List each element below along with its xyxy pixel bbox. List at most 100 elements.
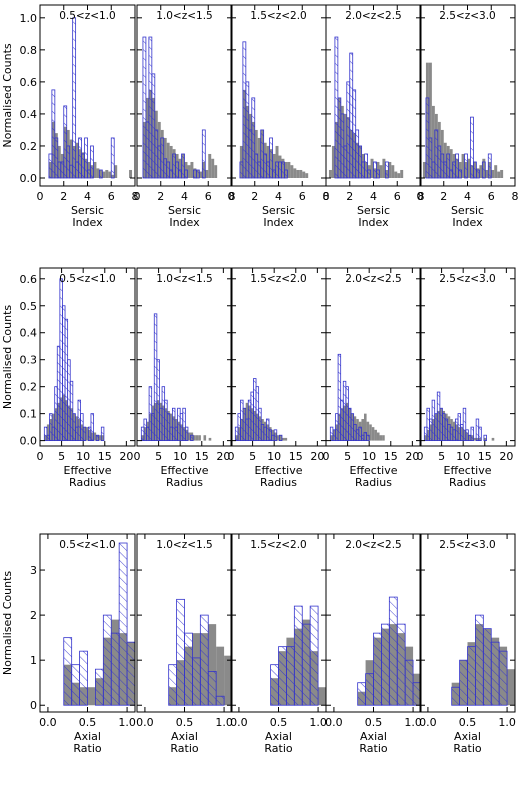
blue-bar [443, 161, 448, 179]
blue-bar [352, 89, 357, 179]
blue-bar [154, 129, 159, 179]
x-tick-label: 2 [346, 190, 353, 203]
blue-bar [437, 145, 442, 179]
grey-bar [494, 165, 498, 178]
x-axis-title: Effective [161, 464, 209, 477]
x-tick-label: 8 [418, 190, 425, 203]
x-axis-title: Effective [350, 464, 398, 477]
blue-bar [63, 105, 68, 179]
blue-bar [199, 614, 209, 706]
panel-label: 1.5<z<2.0 [250, 273, 307, 285]
blue-bar [60, 161, 65, 179]
grey-bar [199, 171, 203, 178]
grey-bar [195, 435, 199, 441]
blue-bar [69, 380, 74, 442]
grey-bar [461, 153, 465, 178]
grey-bar [369, 424, 372, 441]
grey-bar [198, 435, 201, 441]
blue-bar [475, 614, 484, 706]
x-tick-label: 10 [267, 450, 281, 463]
grey-bar [299, 169, 303, 178]
blue-bar [470, 426, 474, 442]
x-tick-label: 0.0 [230, 716, 248, 729]
grey-bar [388, 161, 392, 178]
blue-bar [90, 413, 94, 442]
blue-bar [266, 161, 270, 179]
grey-bar [500, 169, 504, 178]
blue-bar [376, 169, 380, 179]
grey-bar [46, 424, 50, 441]
blue-bar [248, 129, 253, 179]
blue-bar [239, 161, 244, 179]
blue-bar [118, 542, 128, 706]
x-tick-label: 0 [37, 190, 44, 203]
x-tick-label: 20 [499, 450, 513, 463]
grey-bar [428, 62, 432, 178]
blue-bar [251, 97, 256, 179]
y-tick-label: 0.2 [20, 140, 38, 153]
axial-ylabel: Normalised Counts [1, 571, 14, 676]
x-tick-label: 0.5 [176, 716, 194, 729]
blue-bar [100, 426, 105, 442]
y-tick-label: 0.8 [20, 44, 38, 57]
grey-bar [287, 161, 291, 178]
blue-bar [184, 426, 189, 442]
blue-bar [373, 161, 377, 179]
blue-bar [275, 161, 279, 179]
blue-bar [176, 598, 185, 706]
x-axis-title: Ratio [170, 742, 199, 755]
blue-bar [175, 161, 179, 179]
x-tick-label: 20 [216, 450, 230, 463]
grey-bar [75, 142, 79, 178]
panel-label: 2.5<z<3.0 [439, 273, 496, 285]
blue-bar [343, 145, 348, 179]
grey-bar [108, 171, 112, 178]
y-tick-label: 0.3 [20, 354, 38, 367]
x-tick-label: 1.0 [118, 716, 136, 729]
blue-bar [357, 682, 366, 706]
x-axis-title: Axial [74, 730, 101, 743]
grey-bar [272, 153, 276, 178]
x-tick-label: 0 [134, 450, 141, 463]
blue-bar [87, 169, 91, 179]
y-tick-label: 0.5 [20, 300, 38, 313]
grey-bar [431, 105, 435, 178]
blue-bar [498, 650, 508, 706]
y-tick-label: 1.0 [20, 12, 38, 25]
blue-bar [43, 426, 48, 442]
grey-bar [208, 624, 217, 706]
blue-bar [396, 623, 406, 706]
x-axis-title: Index [169, 216, 200, 229]
blue-bar [51, 89, 56, 179]
x-tick-label: 20 [119, 450, 133, 463]
blue-bar [82, 426, 87, 442]
blue-bar [166, 161, 171, 179]
x-axis-title: Ratio [264, 742, 293, 755]
grey-bar [328, 169, 332, 178]
x-tick-label: 0.5 [270, 716, 288, 729]
grey-bar [371, 427, 375, 441]
grey-bar [379, 435, 383, 441]
blue-bar [242, 41, 247, 179]
blue-bar [440, 153, 445, 179]
grey-bar [216, 646, 225, 706]
blue-bar [142, 36, 147, 179]
blue-bar [358, 145, 363, 179]
x-axis-title: Ratio [359, 742, 388, 755]
panel-frame [136, 267, 233, 447]
panel-frame [419, 267, 516, 447]
panel-label: 1.0<z<1.5 [156, 10, 213, 22]
blue-bar [66, 145, 71, 179]
grey-bar [178, 158, 182, 178]
blue-bar [286, 646, 295, 706]
panel-label: 0.5<z<1.0 [59, 273, 116, 285]
x-tick-label: 0 [417, 190, 424, 203]
x-tick-label: 6 [108, 190, 115, 203]
blue-bar [346, 81, 351, 179]
x-tick-label: 0 [228, 190, 235, 203]
grey-bar [105, 169, 109, 178]
